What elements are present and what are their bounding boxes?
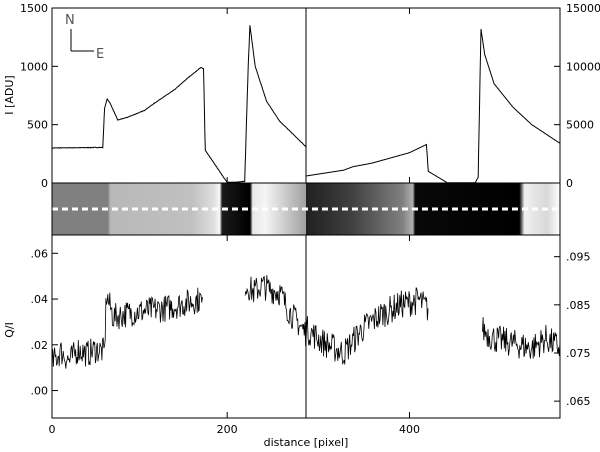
intensity-left-panel: 0 500 1000 1500	[20, 2, 307, 190]
slit-image-strip	[51, 182, 561, 236]
y-tick-label: .06	[31, 247, 49, 260]
y-tick-label: .085	[566, 299, 591, 312]
compass-north-label: N	[65, 13, 75, 28]
y-tick-label: 0	[566, 177, 573, 190]
x-tick-label: 200	[217, 423, 238, 436]
y-tick-label: .095	[566, 251, 591, 264]
panel-frame	[305, 7, 561, 184]
y-tick-label: 5000	[566, 119, 594, 132]
y-axis-label-qi: Q/I	[3, 322, 16, 338]
polarization-left-panel: .00 .02 .04 .06 0 200	[31, 234, 307, 436]
x-axis-label: distance [pixel]	[264, 436, 349, 449]
y-tick-label: .02	[31, 339, 49, 352]
compass: N E	[65, 13, 104, 62]
y-tick-label: 0	[41, 177, 48, 190]
panel-frame	[305, 234, 561, 419]
y-tick-label: 500	[27, 119, 48, 132]
y-tick-label: .00	[31, 385, 49, 398]
y-tick-label: 15000	[566, 2, 600, 15]
y-tick-label: .04	[31, 293, 49, 306]
polarization-right-panel: .065 .075 .085 .095 400	[305, 234, 591, 436]
compass-east-label: E	[96, 47, 104, 62]
y-axis-label-intensity: I [ADU]	[3, 75, 16, 114]
y-tick-label: 10000	[566, 60, 600, 73]
x-tick-label: 400	[399, 423, 420, 436]
series-line	[51, 275, 306, 369]
y-tick-label: 1500	[20, 2, 48, 15]
y-tick-label: .065	[566, 395, 591, 408]
series-line	[51, 25, 307, 183]
intensity-right-panel: 0 5000 10000 15000	[305, 2, 600, 190]
y-tick-label: .075	[566, 347, 591, 360]
x-tick-label: 0	[49, 423, 56, 436]
y-tick-label: 1000	[20, 60, 48, 73]
series-line	[305, 287, 561, 366]
panel-frame	[51, 234, 307, 419]
panel-frame	[51, 7, 307, 184]
series-line	[305, 28, 561, 184]
